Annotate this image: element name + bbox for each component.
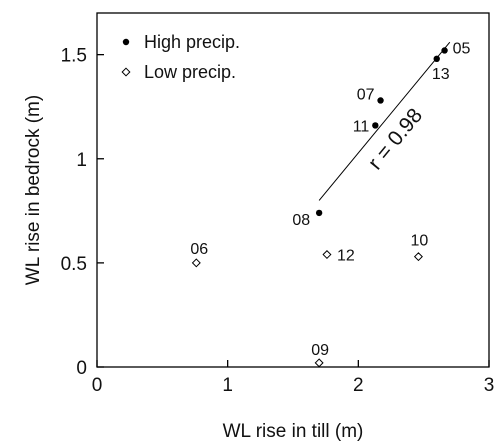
- point-label: 13: [432, 66, 450, 83]
- low-precip-point: [191, 258, 201, 268]
- legend-label: High precip.: [144, 32, 240, 52]
- point-label: 12: [337, 248, 355, 265]
- y-tick-label: 0.5: [61, 254, 87, 275]
- x-tick-label: 2: [353, 375, 364, 396]
- point-label: 06: [190, 241, 208, 258]
- low-precip-point: [314, 358, 324, 368]
- high-precip-point: [377, 97, 384, 104]
- y-tick-label: 1: [76, 150, 87, 171]
- axis-ticks: 0 1 2 300.511.5: [61, 46, 495, 396]
- x-axis-title: WL rise in till (m): [223, 421, 364, 442]
- point-label: 09: [311, 342, 329, 359]
- low-precip-point: [322, 250, 332, 260]
- legend: High precip. Low precip.: [121, 32, 240, 82]
- point-label: 05: [453, 40, 471, 57]
- legend-high-marker: [122, 38, 130, 46]
- fit-line: [318, 41, 451, 201]
- y-tick-label: 1.5: [61, 46, 87, 67]
- low-precip-point: [413, 252, 423, 262]
- fit-line-group: [318, 41, 451, 201]
- high-precip-point: [315, 209, 323, 217]
- high-precip-point: [433, 55, 440, 63]
- high-precip-point: [372, 122, 379, 129]
- x-tick-label: 0: [92, 375, 103, 396]
- legend-label: Low precip.: [144, 62, 236, 82]
- legend-low-marker: [121, 67, 131, 77]
- plot-frame: [96, 12, 490, 368]
- y-axis-title: WL rise in bedrock (m): [23, 95, 44, 285]
- point-label: 11: [353, 118, 370, 135]
- point-label: 08: [292, 212, 310, 229]
- x-tick-label: 3: [484, 375, 495, 396]
- x-tick-label: 1: [222, 375, 233, 396]
- point-label: 10: [411, 233, 429, 250]
- correlation-annotation: r = 0.98: [364, 104, 427, 174]
- high-precip-point: [441, 47, 448, 54]
- y-tick-label: 0: [76, 358, 87, 379]
- point-label: 07: [357, 86, 375, 103]
